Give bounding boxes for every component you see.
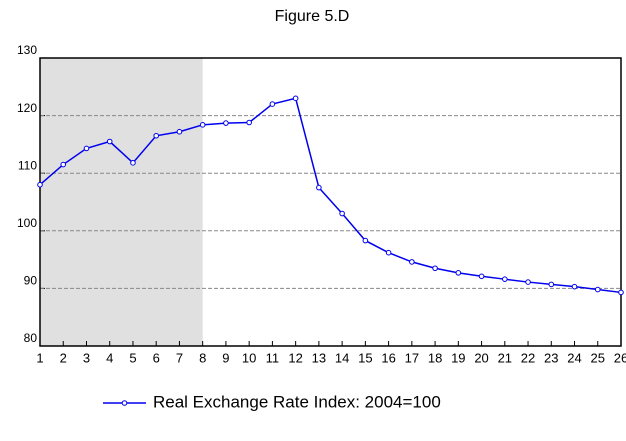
x-tick-label: 22 xyxy=(521,350,535,365)
x-tick-label: 8 xyxy=(199,350,206,365)
legend-label: Real Exchange Rate Index: 2004=100 xyxy=(153,392,441,411)
point xyxy=(106,138,113,145)
legend-marker xyxy=(121,400,128,406)
y-tick-label: 110 xyxy=(18,158,37,172)
point xyxy=(548,281,555,288)
point xyxy=(246,119,252,126)
x-tick-label: 21 xyxy=(498,350,512,365)
y-tick-label: 100 xyxy=(17,216,37,230)
point xyxy=(130,160,136,166)
x-tick-label: 3 xyxy=(83,350,90,365)
point xyxy=(478,273,485,280)
x-tick-label: 2 xyxy=(60,350,67,365)
x-tick-label: 9 xyxy=(222,350,229,365)
shaded-region xyxy=(40,58,203,346)
x-tick-label: 13 xyxy=(312,350,326,365)
x-tick-label: 6 xyxy=(153,350,160,365)
x-tick-label: 24 xyxy=(567,350,581,365)
point xyxy=(292,95,299,102)
x-tick-label: 19 xyxy=(451,350,465,365)
series-line xyxy=(39,97,622,294)
point xyxy=(409,259,415,265)
y-tick-label: 80 xyxy=(24,331,38,345)
x-tick-label: 20 xyxy=(474,350,488,365)
x-tick-label: 1 xyxy=(36,350,43,365)
point xyxy=(83,145,90,152)
point xyxy=(571,283,578,290)
point xyxy=(153,132,159,139)
point xyxy=(385,249,392,256)
x-tick-label: 10 xyxy=(242,350,256,365)
point xyxy=(176,128,183,135)
x-tick-label: 23 xyxy=(544,350,558,365)
point xyxy=(362,237,369,244)
x-tick-label: 18 xyxy=(428,350,442,365)
x-tick-label: 26 xyxy=(614,350,626,365)
point xyxy=(37,181,43,188)
chart-title: Figure 5.D xyxy=(275,8,350,25)
point xyxy=(339,210,345,217)
x-tick-label: 4 xyxy=(106,350,113,365)
y-tick-label: 90 xyxy=(24,274,38,288)
point xyxy=(60,161,67,168)
point xyxy=(618,289,624,296)
y-tick-label: 120 xyxy=(17,101,37,115)
x-tick-label: 17 xyxy=(405,350,419,365)
point xyxy=(316,184,322,191)
point xyxy=(269,101,276,107)
point xyxy=(223,120,229,126)
x-tick-label: 14 xyxy=(335,350,349,365)
x-tick-label: 11 xyxy=(266,350,280,365)
point xyxy=(455,270,462,276)
plot-frame xyxy=(39,57,622,347)
x-tick-label: 16 xyxy=(381,350,395,365)
x-tick-label: 12 xyxy=(288,350,302,365)
y-tick-label: 130 xyxy=(17,43,37,57)
point xyxy=(525,279,531,285)
x-tick-label: 25 xyxy=(591,350,605,365)
x-tick-label: 5 xyxy=(129,350,136,365)
point xyxy=(432,265,438,272)
x-tick-label: 15 xyxy=(358,350,372,365)
point xyxy=(199,122,206,128)
x-tick-label: 7 xyxy=(176,350,183,365)
point xyxy=(502,276,508,282)
point xyxy=(594,286,601,293)
